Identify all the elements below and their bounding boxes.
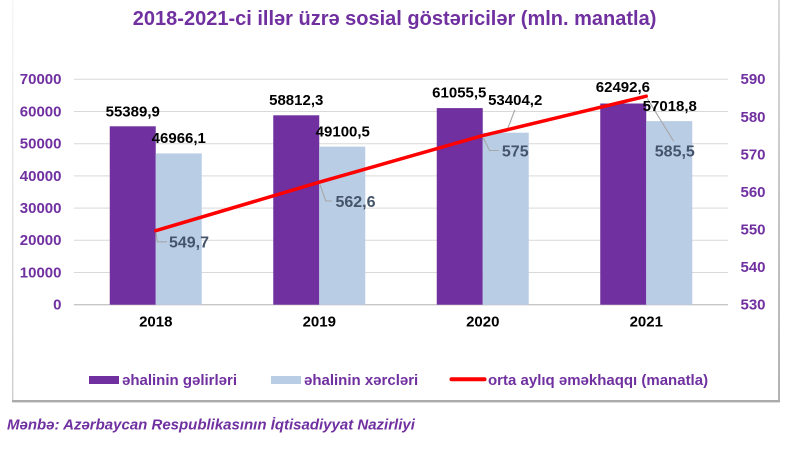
svg-text:10000: 10000 [20, 264, 62, 281]
svg-text:40000: 40000 [20, 168, 62, 185]
svg-text:575: 575 [502, 144, 529, 161]
svg-text:50000: 50000 [20, 136, 62, 153]
svg-text:0: 0 [53, 297, 61, 314]
svg-text:orta aylıq əməkhaqqı (manatla): orta aylıq əməkhaqqı (manatla) [488, 372, 708, 389]
svg-text:2021: 2021 [630, 314, 663, 331]
svg-text:əhalinin xərcləri: əhalinin xərcləri [304, 372, 418, 389]
svg-text:2020: 2020 [466, 314, 499, 331]
svg-text:560: 560 [741, 184, 766, 201]
svg-text:590: 590 [741, 71, 766, 88]
svg-text:585,5: 585,5 [655, 143, 695, 160]
svg-text:Mənbə: Azərbaycan Respublikası: Mənbə: Azərbaycan Respublikasının İqtisa… [7, 417, 416, 434]
svg-text:550: 550 [741, 222, 766, 239]
svg-text:30000: 30000 [20, 200, 62, 217]
svg-text:2018-2021-ci illər üzrə sosial: 2018-2021-ci illər üzrə sosial göstərici… [133, 8, 657, 30]
svg-text:61055,5: 61055,5 [432, 84, 486, 101]
svg-text:580: 580 [741, 109, 766, 126]
svg-text:530: 530 [741, 297, 766, 314]
svg-text:62492,6: 62492,6 [596, 79, 650, 96]
svg-text:562,6: 562,6 [335, 194, 375, 211]
svg-text:60000: 60000 [20, 103, 62, 120]
svg-text:58812,3: 58812,3 [269, 92, 323, 109]
svg-text:20000: 20000 [20, 232, 62, 249]
svg-text:49100,5: 49100,5 [316, 123, 370, 140]
svg-text:53404,2: 53404,2 [488, 92, 542, 109]
svg-text:70000: 70000 [20, 71, 62, 88]
svg-text:2019: 2019 [303, 314, 336, 331]
svg-text:55389,9: 55389,9 [106, 103, 160, 120]
svg-text:549,7: 549,7 [169, 235, 209, 252]
svg-text:57018,8: 57018,8 [643, 98, 697, 115]
svg-text:2018: 2018 [139, 314, 172, 331]
svg-text:əhalinin gəlirləri: əhalinin gəlirləri [122, 372, 237, 389]
svg-text:46966,1: 46966,1 [152, 130, 206, 147]
svg-text:570: 570 [741, 146, 766, 163]
svg-text:540: 540 [741, 259, 766, 276]
